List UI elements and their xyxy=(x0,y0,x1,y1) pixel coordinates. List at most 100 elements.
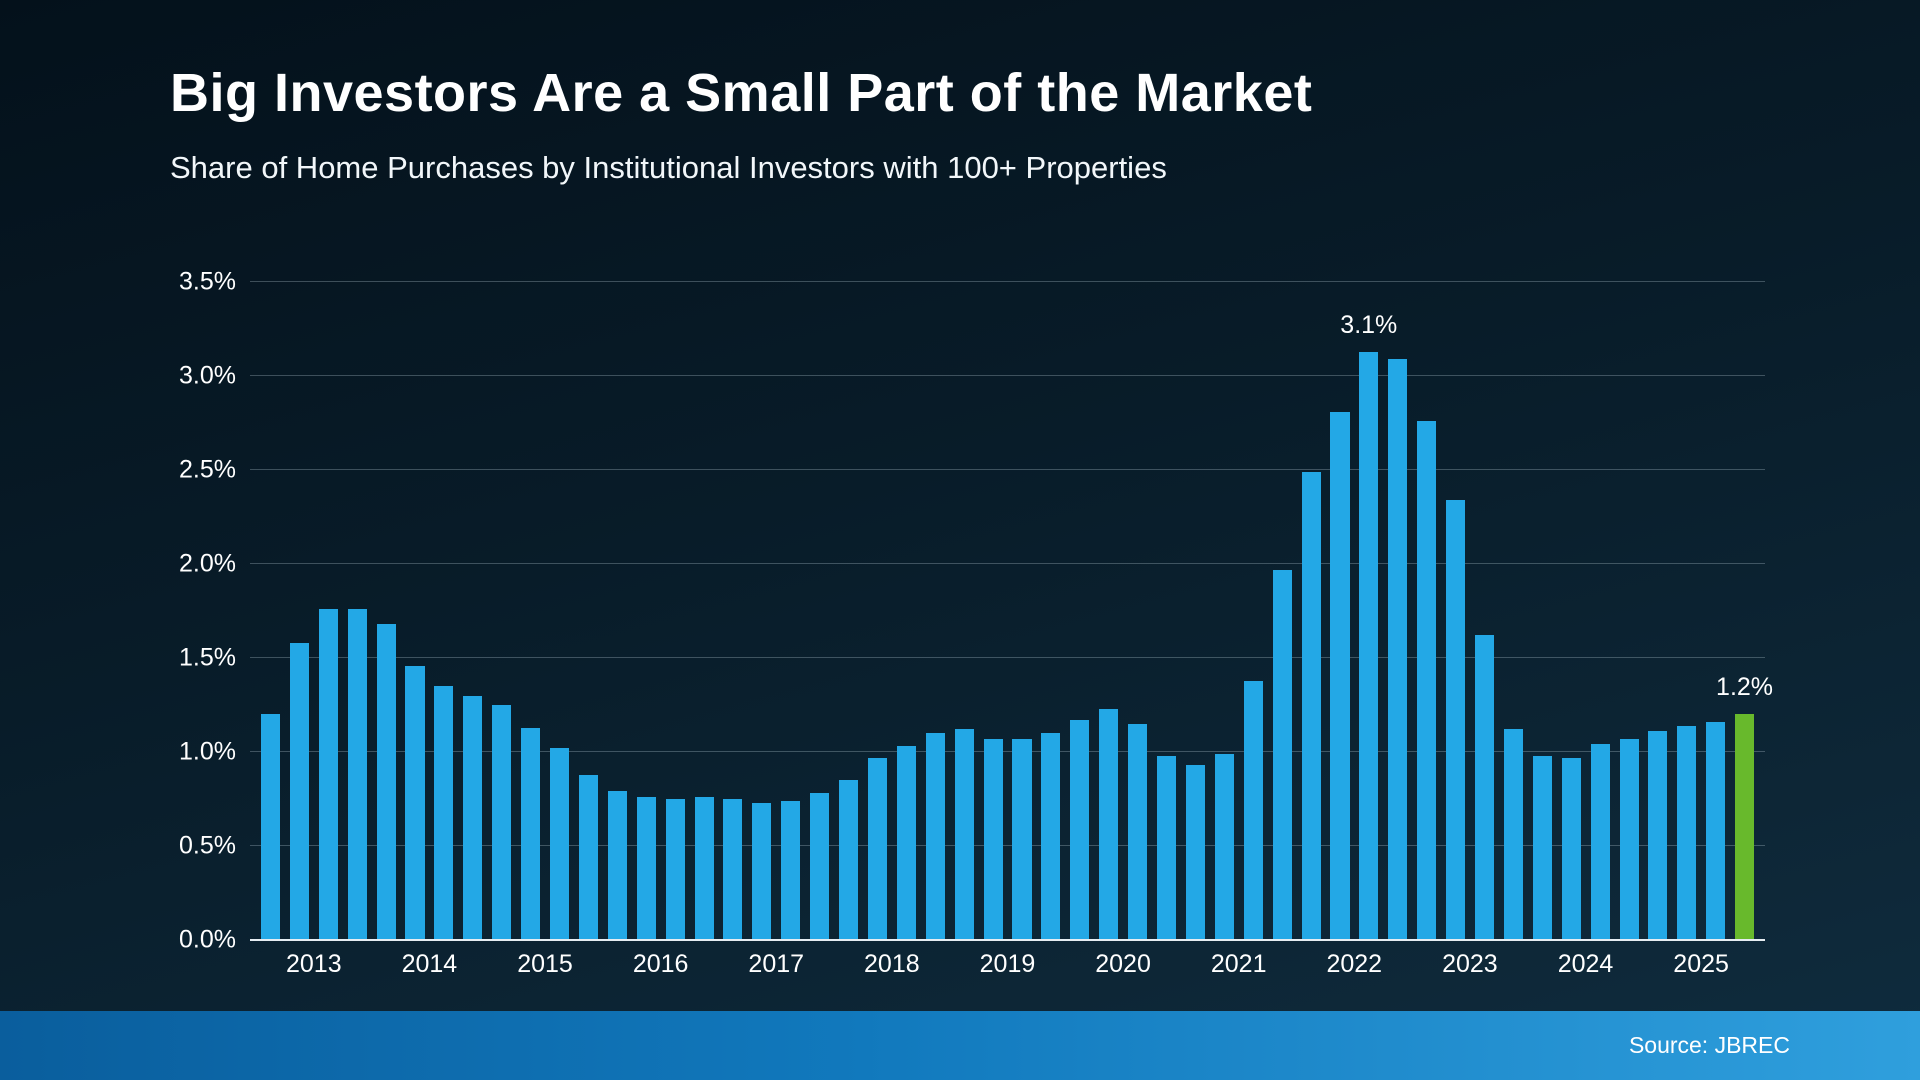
bar-slot xyxy=(1586,282,1615,940)
bar-slot xyxy=(545,282,574,940)
bar xyxy=(1706,721,1726,940)
bar xyxy=(492,705,512,940)
bar-slot xyxy=(487,282,516,940)
bar-highlighted xyxy=(1735,714,1755,940)
bar xyxy=(925,733,945,940)
bar xyxy=(1330,411,1350,940)
bar-slot xyxy=(1152,282,1181,940)
bar xyxy=(1561,757,1581,940)
bar-slot xyxy=(805,282,834,940)
gridline xyxy=(250,563,1765,564)
bar-slot xyxy=(603,282,632,940)
bar-slot xyxy=(1441,282,1470,940)
bar-slot xyxy=(1557,282,1586,940)
bar-slot xyxy=(1123,282,1152,940)
y-axis-tick: 3.0% xyxy=(179,361,236,390)
x-axis-label: 2016 xyxy=(632,950,689,978)
y-axis-tick: 2.5% xyxy=(179,455,236,484)
gridline xyxy=(250,281,1765,282)
bar-slot xyxy=(921,282,950,940)
bar xyxy=(434,686,454,940)
y-axis-tick: 0.5% xyxy=(179,831,236,860)
source-label: Source: JBREC xyxy=(1628,1032,1790,1058)
bar xyxy=(867,757,888,940)
chart-subtitle: Share of Home Purchases by Institutional… xyxy=(170,150,1167,185)
y-axis-tick: 2.0% xyxy=(179,549,236,578)
y-axis-tick: 0.0% xyxy=(179,925,236,954)
bar xyxy=(1388,359,1408,940)
bar-slot xyxy=(1499,282,1528,940)
bar-slot xyxy=(1008,282,1037,940)
bar xyxy=(1214,753,1234,940)
bar-slot xyxy=(1297,282,1326,940)
bar xyxy=(1070,720,1090,940)
bar-slot xyxy=(574,282,603,940)
chart-title: Big Investors Are a Small Part of the Ma… xyxy=(170,63,1313,123)
bar-slot xyxy=(285,282,314,940)
bar-slot xyxy=(1354,282,1383,940)
gridline xyxy=(250,657,1765,658)
bar-slot xyxy=(950,282,979,940)
bar-slot xyxy=(1239,282,1268,940)
bar-value-label: 1.2% xyxy=(1716,673,1774,702)
bar xyxy=(376,624,396,940)
x-axis-label: 2021 xyxy=(1210,950,1267,978)
bar xyxy=(318,609,338,940)
bar xyxy=(723,799,743,940)
x-axis-label: 2017 xyxy=(748,950,805,978)
gridline xyxy=(250,751,1765,752)
x-axis-label: 2022 xyxy=(1326,950,1383,978)
bar xyxy=(1474,635,1495,940)
bar xyxy=(549,748,570,940)
x-axis-label: 2024 xyxy=(1557,950,1614,978)
bar-slot xyxy=(516,282,545,940)
bar-value-label: 3.1% xyxy=(1340,310,1398,339)
bar-slot xyxy=(1210,282,1239,940)
bar-slot xyxy=(661,282,690,940)
chart-header: Big Investors Are a Small Part of the Ma… xyxy=(170,62,1312,186)
bar-slot xyxy=(1065,282,1094,940)
bar xyxy=(607,791,627,940)
bar xyxy=(1590,744,1610,940)
x-axis-label: 2025 xyxy=(1673,950,1729,978)
bar xyxy=(954,729,974,940)
bar xyxy=(1503,729,1523,940)
bar xyxy=(1417,421,1437,940)
bar xyxy=(665,799,685,940)
bar-slot xyxy=(1036,282,1065,940)
bar-slot xyxy=(314,282,343,940)
bar xyxy=(1128,723,1148,940)
bar xyxy=(405,665,425,940)
bar xyxy=(1648,731,1668,940)
bar xyxy=(347,609,367,940)
bar-slot xyxy=(1644,282,1673,940)
bar-slot xyxy=(747,282,776,940)
bar xyxy=(1359,351,1379,940)
x-axis-label: 2018 xyxy=(864,950,920,978)
bar xyxy=(578,774,598,940)
bar xyxy=(1532,755,1552,940)
bar xyxy=(781,800,801,940)
x-axis-label: 2014 xyxy=(401,950,458,978)
bar xyxy=(1446,500,1466,940)
bar xyxy=(839,780,859,940)
bar-slot xyxy=(690,282,719,940)
bar xyxy=(810,793,830,940)
bar-slot xyxy=(1383,282,1412,940)
bar-slot xyxy=(1181,282,1210,940)
bar xyxy=(1243,680,1263,940)
bar-slot xyxy=(632,282,661,940)
bar-slot xyxy=(863,282,892,940)
bar xyxy=(1677,725,1697,940)
gridline xyxy=(250,845,1765,846)
bar xyxy=(289,642,309,940)
bar-slot xyxy=(979,282,1008,940)
bar xyxy=(1099,708,1119,940)
bar-slot xyxy=(343,282,372,940)
x-axis-line xyxy=(250,939,1765,941)
y-axis-tick: 1.0% xyxy=(179,737,236,766)
bar-slot xyxy=(1701,282,1730,940)
bar-chart: 0.0% 0.5% 1.0% 1.5% 2.0% 2.5% 3.0% 3.5% 3.1% 1.2… xyxy=(150,268,1773,979)
bar xyxy=(694,797,714,940)
